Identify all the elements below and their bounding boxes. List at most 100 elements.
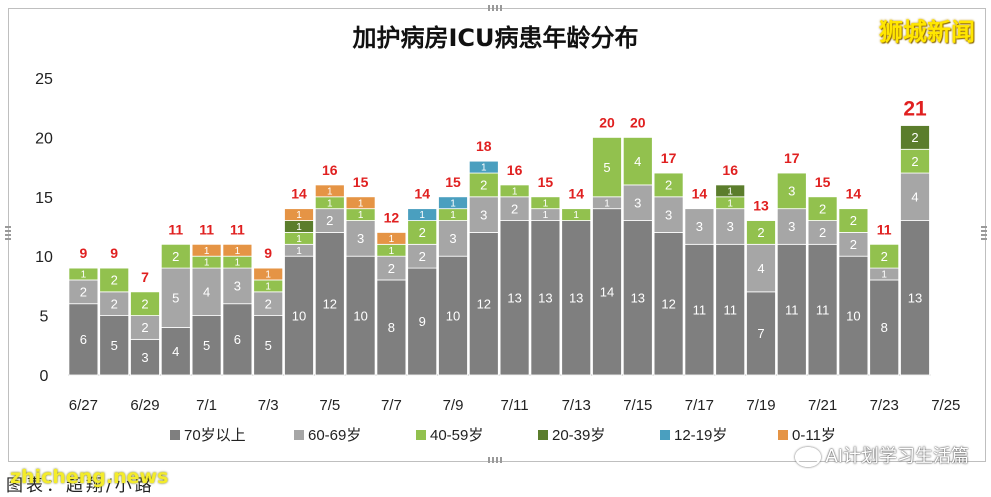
- resize-handle-right[interactable]: [981, 226, 987, 240]
- segment-value-label: 4: [757, 261, 764, 276]
- segment-value-label: 3: [480, 207, 487, 222]
- bar-segment: [222, 243, 253, 257]
- bar-segment: [345, 220, 376, 257]
- watermark-left: zhicheng.news: [10, 466, 169, 488]
- bar-segment: [592, 136, 622, 198]
- bar-segment: [191, 243, 222, 257]
- total-label: 15: [353, 174, 369, 190]
- bar-segment: [746, 220, 776, 245]
- segment-value-label: 8: [881, 320, 888, 335]
- segment-value-label: 2: [326, 213, 333, 228]
- segment-value-label: 4: [634, 154, 641, 169]
- bar-segment: [160, 327, 191, 376]
- segment-value-label: 13: [908, 290, 922, 305]
- bar-segment: [253, 267, 284, 281]
- segment-value-label: 2: [111, 296, 118, 311]
- segment-value-label: 3: [357, 231, 364, 246]
- bar-segment: [776, 243, 807, 376]
- total-label: 11: [199, 221, 214, 237]
- bar-segment: [468, 160, 499, 174]
- segment-value-label: 8: [388, 320, 395, 335]
- segment-value-label: 14: [600, 285, 614, 300]
- segment-value-label: 2: [419, 249, 426, 264]
- x-tick-label: 7/1: [196, 397, 217, 414]
- segment-value-label: 6: [234, 332, 241, 347]
- segment-value-label: 10: [846, 308, 860, 323]
- x-tick-label: 7/5: [319, 397, 340, 414]
- segment-value-label: 1: [727, 198, 733, 209]
- segment-value-label: 3: [141, 350, 148, 365]
- segment-value-label: 1: [573, 210, 579, 221]
- bar-segment: [438, 255, 468, 376]
- segment-value-label: 11: [693, 302, 707, 317]
- legend-swatch: [660, 430, 670, 440]
- x-tick-label: 7/23: [870, 397, 899, 414]
- total-label: 11: [877, 221, 892, 237]
- bar-segment: [561, 208, 592, 221]
- segment-value-label: 1: [327, 198, 333, 209]
- x-tick-label: 7/3: [258, 397, 279, 414]
- bar-segment: [345, 196, 376, 210]
- segment-value-label: 11: [723, 302, 737, 317]
- bar-segment: [869, 243, 900, 269]
- total-label: 17: [661, 150, 677, 166]
- segment-value-label: 1: [604, 198, 610, 209]
- y-tick-label: 5: [40, 309, 49, 326]
- y-tick-label: 15: [35, 190, 53, 207]
- bar-segment: [191, 315, 222, 376]
- y-tick-label: 10: [35, 249, 53, 266]
- x-tick-label: 7/13: [562, 397, 591, 414]
- bar-segment: [622, 184, 653, 221]
- segment-value-label: 3: [727, 219, 734, 234]
- segment-value-label: 9: [419, 314, 426, 329]
- bar-segment: [407, 208, 438, 221]
- segment-value-label: 10: [292, 308, 306, 323]
- segment-value-label: 13: [631, 290, 645, 305]
- bar-segment: [438, 196, 468, 210]
- bar-segment: [746, 243, 776, 293]
- bar-segment: [900, 172, 930, 221]
- legend-label: 60-69岁: [308, 427, 361, 444]
- bar-segment: [530, 220, 561, 376]
- segment-value-label: 2: [911, 130, 918, 145]
- segment-value-label: 1: [327, 186, 333, 197]
- segment-value-label: 1: [204, 258, 210, 269]
- bar-segment: [530, 196, 561, 210]
- total-label: 17: [784, 150, 800, 166]
- x-tick-label: 7/25: [931, 397, 960, 414]
- segment-value-label: 1: [389, 246, 395, 257]
- x-tick-label: 7/17: [685, 397, 714, 414]
- legend-label: 70岁以上: [184, 427, 246, 444]
- segment-value-label: 1: [235, 246, 241, 257]
- bar-segment: [622, 136, 653, 186]
- y-tick-label: 20: [35, 130, 53, 147]
- bar-segment: [284, 208, 314, 221]
- segment-value-label: 5: [203, 338, 210, 353]
- segment-value-label: 3: [788, 219, 795, 234]
- segment-value-label: 1: [204, 246, 210, 257]
- legend-label: 0-11岁: [792, 427, 836, 444]
- bar-segment: [807, 196, 838, 221]
- resize-handle-bottom[interactable]: [488, 457, 502, 463]
- segment-value-label: 12: [477, 296, 491, 311]
- resize-handle-left[interactable]: [5, 226, 11, 240]
- bar-segment: [807, 243, 838, 376]
- legend-swatch: [170, 430, 180, 440]
- segment-value-label: 1: [265, 270, 271, 281]
- bar-segment: [684, 243, 715, 376]
- segment-value-label: 1: [419, 210, 425, 221]
- bar-segment: [130, 291, 160, 316]
- bar-segment: [869, 279, 900, 376]
- segment-value-label: 1: [450, 198, 456, 209]
- segment-value-label: 4: [172, 344, 179, 359]
- segment-value-label: 2: [419, 225, 426, 240]
- segment-value-label: 1: [727, 186, 733, 197]
- bar-segment: [376, 279, 407, 376]
- total-label: 9: [80, 245, 88, 261]
- bar-segment: [68, 267, 99, 281]
- resize-handle-top[interactable]: [488, 5, 502, 11]
- segment-value-label: 13: [569, 290, 583, 305]
- segment-value-label: 2: [388, 261, 395, 276]
- legend-label: 40-59岁: [430, 427, 483, 444]
